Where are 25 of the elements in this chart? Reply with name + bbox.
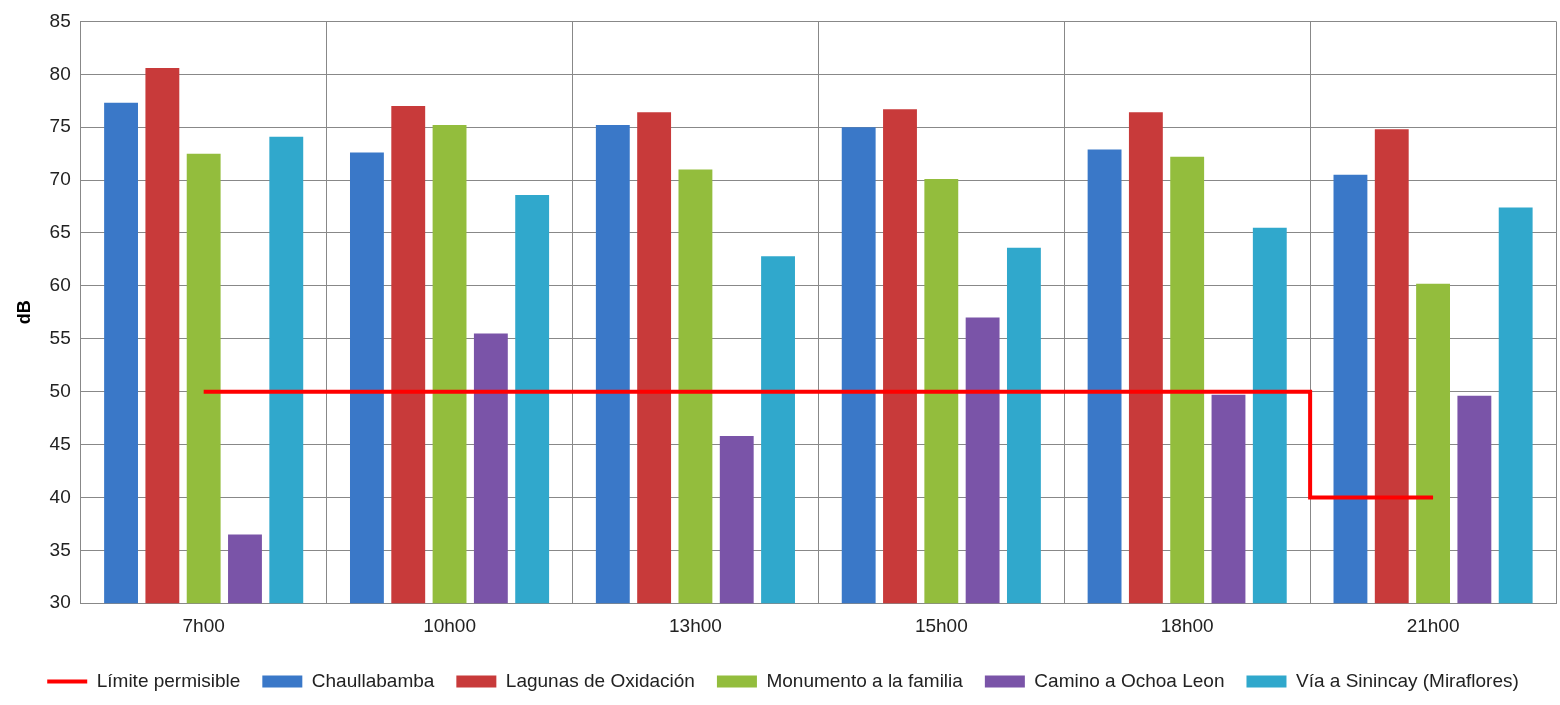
y-tick-label: 50 xyxy=(49,379,71,401)
y-tick-label: 55 xyxy=(49,326,71,348)
y-tick-label: 85 xyxy=(49,9,71,31)
x-tick-label: 18h00 xyxy=(1160,614,1214,636)
x-tick-label: 21h00 xyxy=(1406,614,1460,636)
legend-label: Límite permisible xyxy=(96,669,241,691)
y-tick-label: 65 xyxy=(49,221,71,243)
y-tick-label: 30 xyxy=(49,591,71,613)
y-tick-label: 60 xyxy=(49,274,71,296)
y-tick-label: 45 xyxy=(49,432,71,454)
legend-label: Vía a Sinincay (Miraflores) xyxy=(1295,669,1519,691)
legend-label: Chaullabamba xyxy=(311,669,435,691)
y-tick-label: 35 xyxy=(49,538,71,560)
y-tick-label: 75 xyxy=(49,115,71,137)
x-tick-label: 7h00 xyxy=(182,614,225,636)
y-tick-label: 40 xyxy=(49,485,71,507)
x-tick-label: 10h00 xyxy=(423,614,476,636)
legend-label: Monumento a la familia xyxy=(766,669,964,691)
legend-label: Camino a Ochoa Leon xyxy=(1034,669,1225,691)
y-axis-title: dB xyxy=(13,300,34,325)
x-tick-label: 15h00 xyxy=(914,614,968,636)
legend-label: Lagunas de Oxidación xyxy=(505,669,695,691)
x-tick-label: 13h00 xyxy=(669,614,722,636)
y-tick-label: 70 xyxy=(49,168,71,190)
y-tick-label: 80 xyxy=(49,62,71,84)
